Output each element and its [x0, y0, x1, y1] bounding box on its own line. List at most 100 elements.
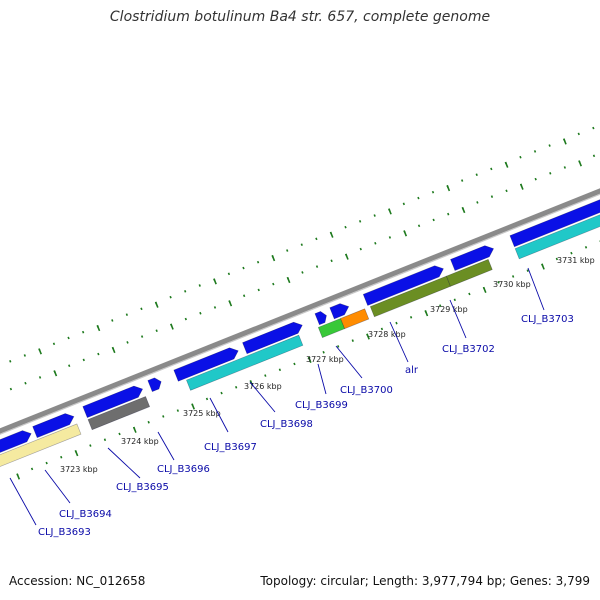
outer-major-tick [154, 301, 159, 308]
cds-arrow [509, 199, 600, 248]
outer-dot-tick [577, 132, 580, 136]
inner-dot-tick [184, 317, 187, 321]
lower-major-tick [541, 263, 545, 270]
outer-dot-tick [490, 167, 493, 171]
accession-label: Accession: NC_012658 [9, 574, 146, 588]
leader-line [9, 477, 37, 526]
outer-dot-tick [315, 237, 318, 241]
lower-dot-tick [278, 368, 282, 372]
gene-label-g3700: CLJ_B3700 [340, 385, 393, 396]
cds-arrow [314, 311, 327, 326]
lower-dot-tick [205, 397, 209, 401]
map-title: Clostridium botulinum Ba4 str. 657, comp… [109, 9, 491, 25]
lower-dot-tick [30, 467, 34, 471]
lower-dot-tick [60, 455, 63, 459]
gene-labels: CLJ_B3693 CLJ_B3694 CLJ_B3695 CLJ_B3696 CLJ_… [9, 267, 574, 538]
inner-dot-tick [257, 288, 260, 292]
inner-dot-tick [549, 171, 552, 175]
lower-dot-tick [103, 438, 107, 442]
lower-major-tick [74, 450, 79, 457]
leader-line [107, 447, 141, 479]
cds-arrow [0, 430, 32, 453]
lower-dot-tick [380, 327, 384, 331]
backbone-shadow [0, 193, 600, 435]
inner-dot-tick [126, 341, 129, 344]
lower-dot-tick [409, 315, 413, 319]
cog-segment [186, 334, 304, 391]
outer-dot-tick [242, 266, 245, 270]
lower-major-tick [132, 426, 137, 433]
inner-dot-tick [213, 306, 217, 309]
inner-major-tick [53, 370, 58, 377]
inner-dot-tick [476, 201, 479, 204]
gene-label-g3694: CLJ_B3694 [59, 509, 112, 520]
lower-dot-tick [439, 304, 442, 307]
inner-dot-tick [374, 241, 377, 245]
outer-major-tick [271, 255, 276, 262]
gene-label-g3697: CLJ_B3697 [204, 442, 257, 453]
inner-dot-tick [242, 294, 246, 298]
cds-arrow [450, 245, 495, 271]
kbp-label: 3724 kbp [121, 437, 159, 446]
lower-dot-tick [118, 432, 121, 436]
inner-dot-tick [330, 259, 333, 263]
outer-dot-tick [111, 319, 114, 322]
lower-dot-tick [337, 345, 340, 348]
outer-dot-tick [533, 150, 537, 153]
lower-major-tick [482, 286, 487, 293]
outer-dot-tick [9, 359, 12, 363]
outer-major-tick [388, 208, 392, 215]
outer-dot-tick [402, 202, 405, 206]
lower-dot-tick [45, 461, 48, 465]
lower-dot-tick [235, 385, 238, 389]
outer-dot-tick [23, 354, 26, 357]
inner-dot-tick [534, 177, 537, 181]
leader-line [335, 345, 363, 379]
lower-dot-tick [584, 246, 588, 249]
lower-major-tick [191, 403, 195, 410]
inner-major-tick [228, 300, 233, 307]
lower-major-tick [424, 310, 429, 317]
lower-dot-tick [453, 298, 456, 302]
gene-label-g3696: CLJ_B3696 [157, 464, 210, 475]
lower-dot-tick [322, 350, 325, 354]
outer-dot-tick [169, 295, 172, 299]
outer-dot-tick [344, 225, 347, 229]
outer-dot-tick [256, 260, 260, 264]
cog-segment [0, 423, 82, 467]
outer-dot-tick [140, 307, 143, 311]
lower-dot-tick [220, 391, 223, 395]
gene-label-g3702: CLJ_B3702 [442, 344, 495, 355]
inner-dot-tick [301, 271, 304, 274]
outer-major-tick [446, 185, 451, 192]
leader-line [209, 397, 229, 433]
outer-major-tick [213, 278, 217, 285]
lower-major-tick [307, 356, 312, 363]
gene-label-galr: alr [405, 365, 419, 376]
cog-track [0, 214, 600, 467]
lower-dot-tick [526, 269, 529, 272]
cds-arrow [173, 347, 239, 382]
inner-dot-tick [359, 247, 362, 251]
kbp-label: 3730 kbp [493, 280, 531, 289]
inner-major-tick [403, 230, 408, 237]
inner-dot-tick [563, 166, 566, 169]
cds-arrow [147, 377, 162, 393]
lower-dot-tick [293, 362, 296, 366]
outer-dot-tick [358, 220, 362, 223]
inner-dot-tick [388, 236, 392, 239]
inner-dot-tick [24, 381, 27, 385]
outer-dot-tick [227, 272, 231, 276]
inner-dot-tick [490, 195, 494, 198]
gene-label-g3695: CLJ_B3695 [116, 482, 169, 493]
cds-arrow [82, 385, 144, 419]
backbone [0, 188, 600, 435]
outer-dot-tick [373, 214, 376, 217]
kbp-label: 3729 kbp [430, 305, 468, 314]
outer-dot-tick [81, 330, 85, 334]
outer-dot-tick [519, 155, 522, 159]
outer-dot-tick [67, 336, 70, 340]
outer-dot-tick [184, 290, 187, 293]
leader-line [317, 363, 327, 395]
inner-dot-tick [272, 282, 275, 286]
